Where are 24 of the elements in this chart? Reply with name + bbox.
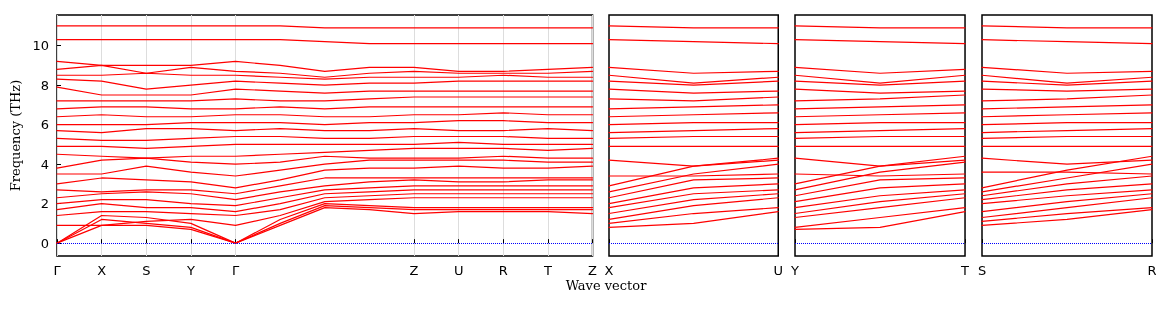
x-tick-label: Y [185,263,195,278]
x-tick-label: Z [588,263,598,278]
y-tick-label: 2 [40,196,49,212]
x-tick-label: X [604,263,614,278]
y-tick-label: 8 [40,77,49,93]
x-axis-title: Wave vector [564,278,648,293]
x-tick-label: R [498,263,508,278]
x-tick-label: Γ [53,263,62,278]
y-tick-label: 6 [40,117,49,133]
x-tick-label: R [1147,263,1157,278]
y-axis-title: Frequency (THz) [7,79,23,192]
y-tick-label: 0 [40,235,49,251]
x-tick-label: S [142,263,151,278]
x-tick-label: S [977,263,987,278]
x-tick-label: T [542,263,552,278]
x-tick-label: X [97,263,107,278]
x-tick-label: Γ [231,263,240,278]
x-tick-label: U [773,263,783,278]
x-tick-label: T [960,263,970,278]
y-tick-label: 10 [32,38,49,54]
x-tick-label: Y [790,263,800,278]
y-tick-label: 4 [40,156,49,172]
x-tick-label: Z [409,263,419,278]
x-tick-label: U [453,263,464,278]
